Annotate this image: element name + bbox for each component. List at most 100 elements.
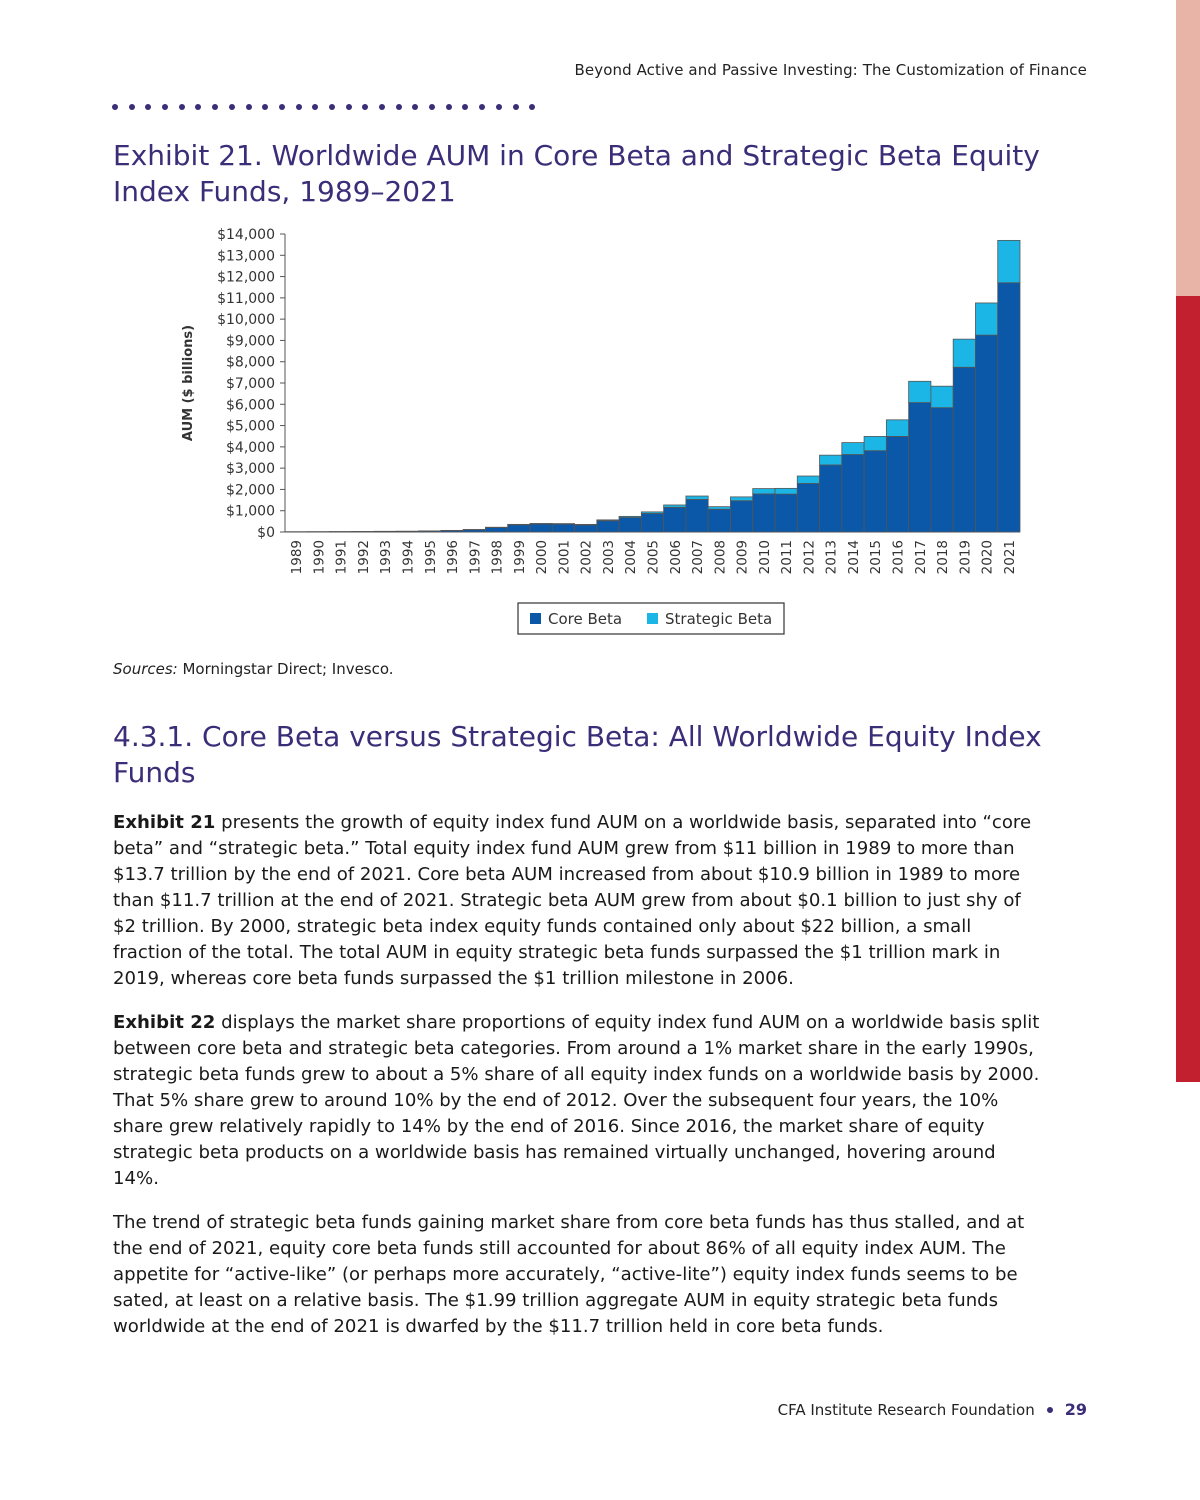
- y-tick-label: $11,000: [217, 291, 275, 307]
- bar-strategic-beta: [707, 506, 731, 510]
- exhibit-title: Exhibit 21. Worldwide AUM in Core Beta a…: [113, 139, 1040, 208]
- bar-strategic-beta: [930, 385, 954, 409]
- rule-dot: [512, 104, 519, 110]
- rule-dot: [195, 104, 202, 110]
- rule-dot: [112, 104, 118, 110]
- x-tick-label: 2000: [534, 540, 550, 574]
- x-tick-label: 1996: [445, 540, 461, 574]
- x-tick-label: 2014: [846, 540, 862, 574]
- bar-core-beta: [730, 500, 754, 533]
- paragraph-1-lead: Exhibit 21: [113, 812, 216, 833]
- bar-strategic-beta: [685, 495, 709, 500]
- x-tick-label: 2002: [579, 540, 595, 574]
- x-tick-label: 2003: [601, 540, 617, 574]
- bar-strategic-beta: [574, 524, 598, 526]
- bar-core-beta: [507, 524, 531, 533]
- x-tick-label: 1993: [378, 540, 394, 574]
- sources-text: Morningstar Direct; Invesco.: [177, 660, 394, 678]
- bar-core-beta: [485, 527, 509, 533]
- rule-dot: [345, 104, 352, 110]
- bar-core-beta: [752, 493, 776, 533]
- x-tick-label: 1995: [423, 540, 439, 574]
- y-tick-label: $14,000: [217, 227, 275, 243]
- legend-label-core-beta: Core Beta: [548, 610, 622, 628]
- paragraph-1: Exhibit 21 presents the growth of equity…: [113, 810, 1043, 992]
- bar-core-beta: [529, 523, 553, 533]
- x-tick-label: 1991: [334, 540, 350, 574]
- legend-swatch-strategic-beta: [647, 613, 658, 624]
- x-tick-label: 2005: [646, 540, 662, 574]
- x-tick-label: 2011: [779, 540, 795, 574]
- bar-core-beta: [774, 493, 798, 533]
- paragraph-3: The trend of strategic beta funds gainin…: [113, 1210, 1043, 1340]
- paragraph-2-text: displays the market share proportions of…: [113, 1012, 1040, 1189]
- x-tick-label: 1990: [311, 540, 327, 574]
- bar-strategic-beta: [952, 338, 976, 368]
- rule-dot: [295, 104, 302, 110]
- x-tick-label: 2007: [690, 540, 706, 574]
- rule-dot: [278, 104, 285, 110]
- x-tick-label: 1999: [512, 540, 528, 574]
- bar-core-beta: [863, 450, 887, 533]
- x-tick-label: 1992: [356, 540, 372, 574]
- x-tick-label: 2016: [891, 540, 907, 574]
- bar-strategic-beta: [975, 302, 999, 336]
- bar-core-beta: [975, 334, 999, 533]
- bar-strategic-beta: [730, 496, 754, 502]
- y-tick-label: $4,000: [226, 440, 275, 456]
- x-tick-label: 2004: [623, 540, 639, 574]
- paragraph-2-lead: Exhibit 22: [113, 1012, 216, 1033]
- bar-core-beta: [841, 454, 865, 533]
- aum-stacked-bar-chart: $0 $1,000 $2,000 $3,000 $4,000 $5,000 $6,000 $7…: [181, 227, 1021, 635]
- bar-strategic-beta: [796, 475, 820, 484]
- page-footer: CFA Institute Research Foundation 29: [778, 1400, 1087, 1419]
- rule-dot: [312, 104, 319, 110]
- rule-dot: [529, 104, 536, 110]
- bar-core-beta: [997, 282, 1021, 533]
- x-tick-label: 1989: [289, 540, 305, 574]
- x-tick-label: 1998: [490, 540, 506, 574]
- bar-strategic-beta: [752, 488, 776, 495]
- y-tick-label: $3,000: [226, 461, 275, 477]
- bar-core-beta: [707, 508, 731, 533]
- bar-strategic-beta: [618, 515, 642, 518]
- footer-org: CFA Institute Research Foundation: [777, 1400, 1035, 1419]
- bar-core-beta: [551, 523, 575, 533]
- rule-dot: [245, 104, 252, 110]
- rule-dot: [379, 104, 385, 110]
- y-tick-label: $2,000: [226, 482, 275, 498]
- rule-dot: [328, 104, 335, 110]
- bar-strategic-beta: [640, 511, 665, 514]
- x-tick-label: 2019: [957, 540, 973, 574]
- y-tick-label: $12,000: [217, 270, 275, 286]
- running-head: Beyond Active and Passive Investing: The…: [574, 61, 1087, 79]
- y-tick-label: $10,000: [217, 312, 275, 328]
- y-tick-label: $1,000: [226, 504, 275, 520]
- footer-bullet: [1046, 1406, 1053, 1413]
- bar-core-beta: [885, 436, 910, 533]
- y-tick-label: $5,000: [226, 419, 275, 435]
- bar-core-beta: [908, 402, 932, 533]
- bar-core-beta: [618, 517, 642, 533]
- chart-sources: Sources: Morningstar Direct; Invesco.: [113, 660, 394, 678]
- y-tick-label: $13,000: [217, 248, 275, 264]
- bar-core-beta: [796, 483, 820, 533]
- x-tick-label: 2012: [801, 540, 817, 574]
- bar-core-beta: [685, 499, 709, 533]
- rule-dot: [495, 104, 502, 110]
- bar-strategic-beta: [997, 239, 1021, 284]
- bar-core-beta: [952, 366, 976, 533]
- bar-strategic-beta: [819, 454, 843, 466]
- rule-dot: [462, 104, 469, 110]
- x-tick-label: 2015: [868, 540, 884, 574]
- bar-core-beta: [640, 513, 665, 533]
- paragraph-1-text: presents the growth of equity index fund…: [113, 812, 1032, 989]
- y-tick-label: $7,000: [226, 376, 275, 392]
- side-tab-accent-top: [1176, 0, 1200, 296]
- bar-strategic-beta: [841, 442, 865, 455]
- x-tick-label: 2020: [980, 540, 996, 574]
- rule-dot: [162, 104, 169, 110]
- rule-dot: [128, 104, 135, 110]
- bar-strategic-beta: [885, 419, 910, 437]
- x-tick-label: 1994: [401, 540, 417, 574]
